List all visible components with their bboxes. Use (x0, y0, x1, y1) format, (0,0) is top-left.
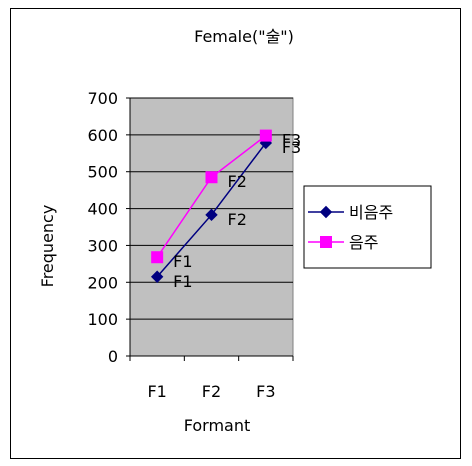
y-axis-label: Frequency (38, 205, 57, 288)
x-tick-label: F1 (147, 382, 166, 401)
y-tick-label: 500 (87, 163, 118, 182)
data-label: F2 (228, 172, 247, 191)
legend-marker (319, 205, 333, 219)
y-tick-label: 700 (87, 89, 118, 108)
x-tick-label: F2 (202, 382, 221, 401)
y-tick-label: 300 (87, 236, 118, 255)
data-label: F1 (173, 252, 192, 271)
data-point (151, 251, 164, 264)
data-point (205, 171, 218, 184)
y-tick-label: 0 (108, 347, 118, 366)
data-label: F1 (173, 272, 192, 291)
y-tick-label: 600 (87, 126, 118, 145)
y-tick-label: 400 (87, 200, 118, 219)
legend-marker (320, 236, 332, 248)
x-tick-label: F3 (256, 382, 275, 401)
legend-label: 음주 (349, 233, 378, 252)
y-tick-label: 200 (87, 273, 118, 292)
data-label: F3 (282, 131, 301, 150)
legend-label: 비음주 (349, 203, 393, 222)
plot-area: 0 100 200 300 400 500 600 700 F1 F2 F3 F1 F2 F3 F1 F2 F3 (87, 89, 301, 401)
data-label: F3 (282, 138, 301, 157)
data-point (259, 129, 272, 142)
chart-title: Female("술") (194, 27, 294, 46)
x-axis-label: Formant (184, 416, 251, 435)
data-label: F2 (228, 210, 247, 229)
legend-box (303, 185, 432, 269)
data-point (205, 208, 218, 222)
data-point (150, 270, 164, 283)
y-tick-label: 100 (87, 310, 118, 329)
